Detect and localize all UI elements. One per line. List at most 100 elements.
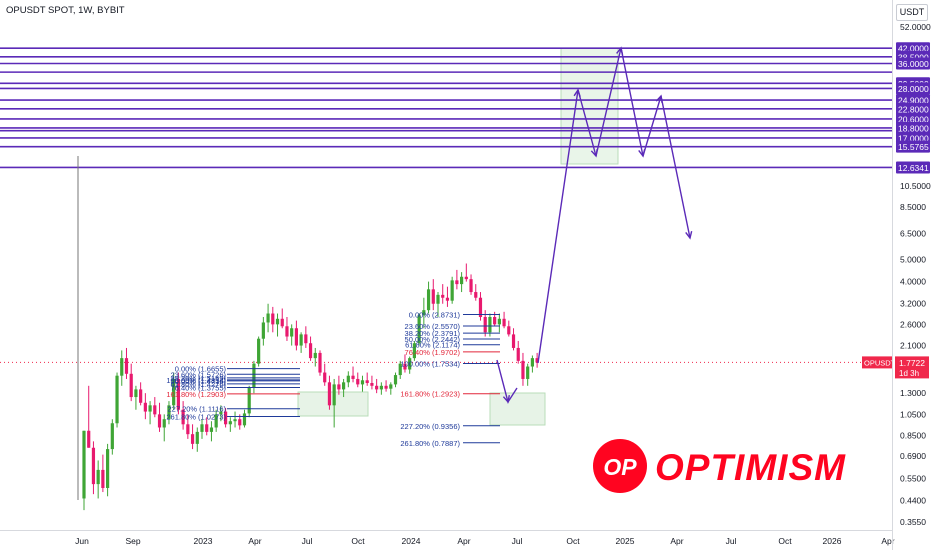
level-tag-label: 12.6341	[898, 163, 929, 173]
fib-left-label: 38.20% (1.5159)	[171, 374, 227, 383]
candle-body	[308, 343, 313, 359]
price-tick: 6.5000	[900, 228, 926, 238]
price-tag-countdown: 1d 3h	[899, 369, 919, 378]
candle-body	[167, 405, 171, 420]
fib-left-label: 100.00% (1.4854)	[166, 376, 226, 385]
candle-body	[526, 366, 530, 379]
price-tick: 0.3550	[900, 517, 926, 527]
time-tick: Jul	[302, 536, 313, 546]
price-tick: 52.0000	[900, 22, 931, 32]
currency-button[interactable]: USDT	[896, 4, 928, 21]
candle-body	[327, 382, 332, 406]
price-tag-value: 1.7722	[899, 358, 925, 368]
candle-body	[275, 318, 280, 325]
arrow-head	[638, 149, 646, 158]
time-tick: Jul	[512, 536, 523, 546]
candle-body	[87, 430, 91, 448]
level-tag-label: 18.8000	[898, 123, 929, 133]
candle-body	[299, 334, 303, 346]
candle-body	[195, 431, 199, 444]
candle-body	[398, 363, 402, 376]
time-tick: Sep	[125, 536, 140, 546]
fib-right-label: 261.80% (0.7887)	[400, 439, 460, 448]
price-tick: 5.0000	[900, 254, 926, 264]
time-tick: Oct	[351, 536, 365, 546]
candle-body	[200, 424, 204, 432]
candle-body	[209, 427, 214, 432]
fib-left-label: 0.00% (1.6655)	[175, 365, 227, 374]
fib-right-label: 76.40% (1.9702)	[405, 348, 461, 357]
candle-body	[115, 375, 119, 424]
candle-body	[493, 317, 497, 325]
candle-body	[252, 363, 256, 388]
candle-body	[464, 276, 468, 280]
candle-body	[483, 317, 487, 333]
price-tick: 8.5000	[900, 202, 926, 212]
price-tick: 2.1000	[900, 341, 926, 351]
candle-body	[106, 449, 110, 489]
time-tick: Apr	[881, 536, 894, 546]
candle-body	[82, 430, 86, 499]
fib-right-label: 38.20% (2.3791)	[405, 329, 461, 338]
candle-body	[124, 358, 129, 374]
candle-body	[497, 318, 501, 325]
arrow-head	[655, 94, 663, 104]
candle-body	[323, 372, 327, 383]
level-tag	[896, 161, 930, 174]
time-tick: Oct	[778, 536, 792, 546]
level-tag	[896, 112, 930, 125]
candle-body	[384, 385, 388, 389]
op-logo-badge-text: OP	[603, 454, 637, 480]
candle-body	[153, 405, 157, 415]
fib-right-label: 0.00% (2.8731)	[409, 310, 461, 319]
candle-body	[408, 358, 412, 370]
arrow-head	[616, 46, 624, 55]
candle-body	[157, 414, 162, 428]
candle-body	[280, 318, 284, 327]
candle-body	[436, 294, 440, 304]
fib-right-label: 61.80% (2.1174)	[405, 341, 460, 350]
candle-body	[247, 387, 251, 414]
candle-body	[162, 419, 166, 428]
candle-body	[370, 383, 374, 386]
candle-body	[190, 434, 195, 444]
candle-body	[521, 360, 525, 379]
level-tag-label: 36.0000	[898, 59, 929, 69]
time-tick: Apr	[670, 536, 683, 546]
op-logo-badge	[593, 439, 647, 493]
chart-title: OPUSDT SPOT, 1W, BYBIT	[6, 5, 125, 16]
price-tick: 0.5500	[900, 474, 926, 484]
candle-body	[120, 358, 124, 376]
level-tag	[896, 140, 930, 153]
candle-body	[181, 409, 185, 425]
candle-body	[332, 384, 336, 406]
candle-body	[224, 411, 228, 425]
symbol-tag	[862, 356, 892, 369]
fib-left-label: 227.20% (1.1116)	[167, 405, 226, 414]
candle-body	[403, 363, 407, 370]
level-tag	[896, 82, 930, 95]
candle-body	[511, 334, 516, 348]
candle-body	[389, 384, 393, 389]
fib-left-label: 23.60% (1.5726)	[171, 370, 227, 379]
candle-body	[228, 421, 232, 425]
price-tag	[895, 356, 929, 379]
candle-body	[516, 347, 520, 361]
candle-body	[337, 384, 341, 390]
candle-body	[271, 313, 275, 325]
time-tick: Apr	[248, 536, 261, 546]
level-tag-label: 38.5000	[898, 52, 929, 62]
candle-body	[530, 358, 534, 367]
candle-body	[186, 424, 190, 435]
candle-body	[261, 322, 265, 339]
fib-right-label: 227.20% (0.9356)	[400, 422, 460, 431]
candle-body	[365, 380, 369, 384]
candle-body	[266, 313, 270, 323]
level-tag-label: 15.5765	[898, 142, 929, 152]
candle-body	[96, 469, 100, 485]
candle-body	[375, 385, 379, 390]
candle-body	[304, 334, 308, 344]
price-tick: 0.6900	[900, 451, 926, 461]
time-tick: 2023	[194, 536, 213, 546]
